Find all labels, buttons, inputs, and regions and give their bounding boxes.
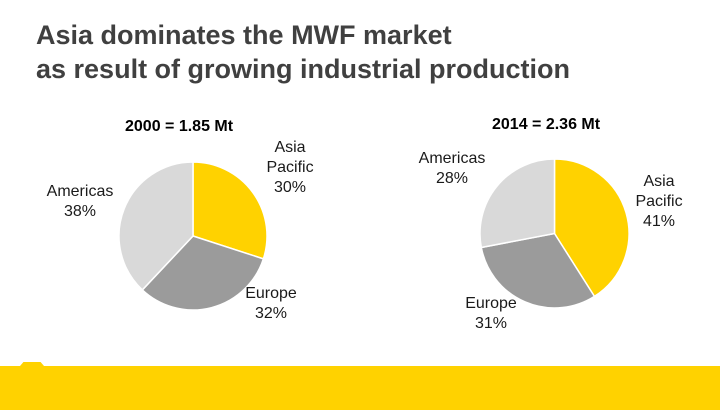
pie-2000-label-asia-pacific: Asia Pacific 30%	[266, 139, 314, 196]
pie-chart-2000	[118, 161, 268, 311]
slide-title: Asia dominates the MWF market as result …	[36, 18, 570, 86]
pie-2014-slice-americas	[479, 158, 556, 249]
slide-title-line-1: Asia dominates the MWF market	[36, 20, 452, 50]
pie-2014-label-europe: Europe 31%	[465, 295, 517, 332]
slide-title-line-2: as result of growing industrial producti…	[36, 54, 571, 84]
pie-2000-label-europe: Europe 32%	[245, 285, 297, 322]
pie-2014-title: 2014 = 2.36 Mt	[492, 116, 601, 133]
pie-2000-slice-europe	[141, 235, 265, 311]
pie-2000-label-americas: Americas 38%	[46, 183, 114, 220]
pie-2000-slice-americas	[118, 161, 194, 292]
pie-2000-title: 2000 = 1.85 Mt	[125, 118, 234, 135]
pie-chart-2014	[479, 158, 630, 309]
pie-2014-label-asia-pacific: Asia Pacific 41%	[635, 173, 683, 230]
pie-2014-slice-europe	[480, 232, 596, 309]
pie-2000-slice-asia-pacific	[192, 161, 268, 260]
pie-2014-label-americas: Americas 28%	[418, 150, 486, 187]
footer-accent-band	[0, 362, 720, 410]
